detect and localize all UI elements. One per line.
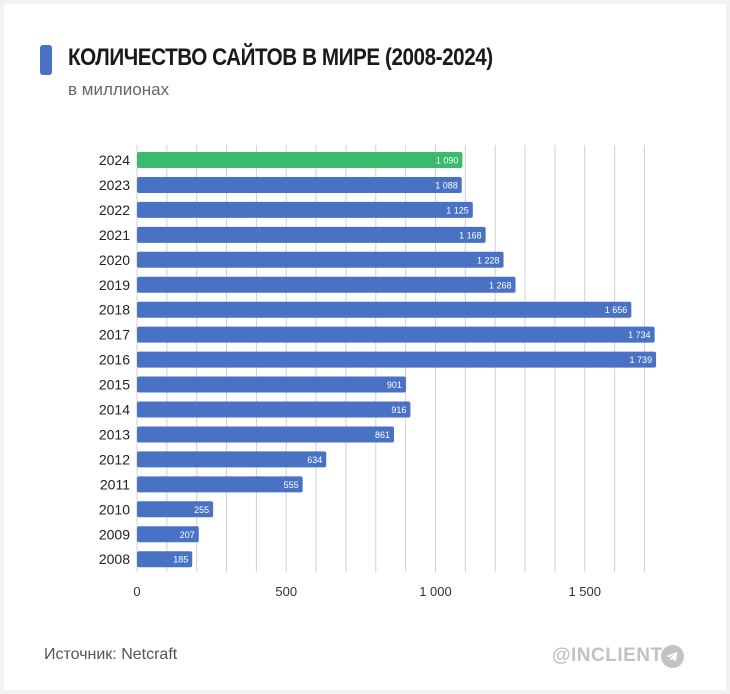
bar-2023 [137, 176, 462, 193]
bar-value-label: 861 [375, 430, 390, 440]
bar-2015 [137, 376, 406, 393]
bar-value-label: 1 268 [489, 280, 512, 290]
bar-2008 [137, 551, 193, 568]
bar-2020 [137, 251, 504, 268]
category-label-2017: 2017 [99, 327, 130, 343]
bar-2018 [137, 301, 632, 318]
x-tick-label: 500 [275, 584, 297, 599]
category-label-2020: 2020 [99, 252, 130, 268]
bar-2021 [137, 226, 486, 243]
bar-2022 [137, 201, 473, 218]
x-tick-label: 1 000 [419, 584, 452, 599]
bars: 1 090 1 088 1 125 1 168 1 228 1 268 1 656 1 734… [137, 152, 657, 568]
bar-2016 [137, 351, 657, 368]
bar-value-label: 901 [387, 380, 402, 390]
bar-value-label: 1 734 [628, 330, 651, 340]
bar-2012 [137, 451, 327, 468]
bar-2014 [137, 401, 411, 418]
bar-2019 [137, 276, 516, 293]
category-label-2011: 2011 [100, 476, 130, 492]
chart-subtitle: в миллионах [68, 80, 170, 99]
bar-value-label: 916 [391, 405, 406, 415]
category-label-2019: 2019 [99, 277, 130, 293]
bar-value-label: 1 228 [477, 255, 500, 265]
bar-2017 [137, 326, 655, 343]
category-label-2014: 2014 [99, 402, 130, 418]
bar-2009 [137, 526, 199, 543]
bar-value-label: 1 090 [436, 156, 459, 166]
telegram-icon [661, 645, 684, 668]
bar-value-label: 185 [173, 555, 188, 565]
source-note: Источник: Netcraft [44, 646, 178, 663]
category-label-2023: 2023 [99, 177, 130, 193]
brand-watermark: @INCLIENT [552, 645, 663, 666]
category-label-2008: 2008 [99, 551, 130, 567]
bar-value-label: 1 739 [630, 355, 653, 365]
chart-card [4, 4, 726, 690]
bar-value-label: 207 [180, 530, 195, 540]
bar-value-label: 1 088 [435, 180, 458, 190]
category-labels: 2024 2023 2022 2021 2020 2019 2018 2017 2016 2015… [99, 152, 130, 567]
x-tick-label: 0 [133, 584, 140, 599]
bar-2010 [137, 501, 214, 518]
category-label-2018: 2018 [99, 302, 130, 318]
category-label-2012: 2012 [99, 451, 130, 467]
bar-value-label: 555 [284, 480, 299, 490]
category-label-2022: 2022 [99, 202, 130, 218]
bar-value-label: 1 656 [605, 305, 628, 315]
bar-value-label: 1 168 [459, 230, 482, 240]
bar-2024 [137, 152, 463, 168]
category-label-2021: 2021 [99, 227, 130, 243]
bar-value-label: 634 [307, 455, 322, 465]
bar-2011 [137, 476, 303, 493]
chart-title: КОЛИЧЕСТВО САЙТОВ В МИРЕ (2008-2024) [68, 44, 493, 71]
bar-value-label: 255 [194, 505, 209, 515]
bar-2013 [137, 426, 395, 443]
category-label-2024: 2024 [99, 152, 130, 168]
category-label-2013: 2013 [99, 426, 130, 442]
x-tick-label: 1 500 [568, 584, 601, 599]
category-label-2009: 2009 [99, 526, 130, 542]
category-label-2015: 2015 [99, 377, 130, 393]
category-label-2016: 2016 [99, 352, 130, 368]
bar-value-label: 1 125 [446, 205, 469, 215]
category-label-2010: 2010 [99, 501, 130, 517]
x-axis-ticks: 0 500 1 000 1 500 [133, 584, 601, 599]
title-accent-bar [40, 45, 52, 75]
